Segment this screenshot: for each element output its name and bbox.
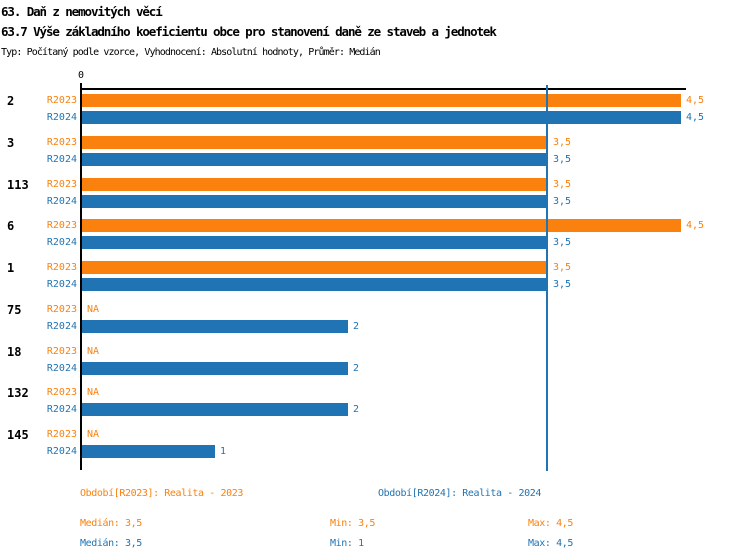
report-subtitle: 63.7 Výše základního koeficientu obce pr… [1,24,497,39]
bar-value-label: 3,5 [553,279,572,290]
series-label: R2024 [46,154,77,165]
series-label: R2023 [46,346,77,357]
report-meta-line: Typ: Počítaný podle vzorce, Vyhodnocení:… [1,47,381,58]
series-label: R2024 [46,363,77,374]
bar-value-label: 3,5 [553,237,572,248]
bar-r2024 [82,278,548,291]
bar-value-label: 3,5 [553,196,572,207]
bar-na-label: NA [87,346,100,357]
chart-rows: 2 R2023 4,5 R2024 4,5 3 R2023 3,5 R2024 3,5 113 R20… [7,94,705,458]
axis-top-line [80,88,686,90]
category-label: 3 [7,136,15,150]
stat-median-r2023: Medián: 3,5 [80,518,142,529]
stat-min-r2023: Min: 3,5 [330,518,375,529]
series-label: R2024 [46,446,77,457]
stat-min-r2024: Min: 1 [330,538,364,549]
bar-value-label: 3,5 [553,262,572,273]
bar-r2024 [82,195,548,208]
category-label: 145 [7,428,29,442]
bar-r2024 [82,445,215,458]
bar-r2024 [82,153,548,166]
bar-value-label: 2 [353,404,360,415]
bar-value-label: 3,5 [553,154,572,165]
bar-value-label: 1 [220,446,227,457]
series-label: R2023 [46,262,77,273]
bar-value-label: 3,5 [553,137,572,148]
series-label: R2024 [46,321,77,332]
series-label: R2023 [46,220,77,231]
bar-na-label: NA [87,304,100,315]
bar-r2023 [82,219,681,232]
stat-max-r2023: Max: 4,5 [528,518,573,529]
bar-r2024 [82,403,348,416]
category-label: 6 [7,219,15,233]
median-reference-line [546,85,548,471]
series-label: R2023 [46,179,77,190]
bar-value-label: 2 [353,321,360,332]
series-label: R2024 [46,237,77,248]
series-label: R2023 [46,387,77,398]
category-label: 75 [7,303,22,317]
series-label: R2023 [46,304,77,315]
series-label: R2024 [46,404,77,415]
category-label: 1 [7,261,15,275]
series-label: R2024 [46,196,77,207]
bar-r2023 [82,94,681,107]
bar-r2024 [82,320,348,333]
stat-max-r2024: Max: 4,5 [528,538,573,549]
bar-value-label: 4,5 [686,95,705,106]
legend-r2023: Období[R2023]: Realita - 2023 [80,488,243,499]
bar-r2023 [82,136,548,149]
bar-r2024 [82,362,348,375]
bar-r2023 [82,178,548,191]
series-label: R2023 [46,95,77,106]
bar-chart: 0 2 R2023 4,5 R2024 4,5 3 R2023 3,5 R2024 3,5 113 R… [7,70,705,471]
axis-left-line [80,88,82,470]
category-label: 2 [7,94,15,108]
bar-value-label: 3,5 [553,179,572,190]
bar-r2024 [82,236,548,249]
legend-r2024: Období[R2024]: Realita - 2024 [378,488,541,499]
series-label: R2023 [46,429,77,440]
category-label: 113 [7,178,29,192]
bar-value-label: 2 [353,363,360,374]
axis-zero-label: 0 [77,70,85,81]
bar-value-label: 4,5 [686,112,705,123]
bar-value-label: 4,5 [686,220,705,231]
stat-median-r2024: Medián: 3,5 [80,538,142,549]
bar-na-label: NA [87,429,100,440]
series-label: R2024 [46,279,77,290]
series-label: R2024 [46,112,77,123]
bar-r2023 [82,261,548,274]
bar-r2024 [82,111,681,124]
series-label: R2023 [46,137,77,148]
category-label: 18 [7,345,22,359]
report-title: 63. Daň z nemovitých věcí [1,4,163,19]
bar-na-label: NA [87,387,100,398]
category-label: 132 [7,386,29,400]
